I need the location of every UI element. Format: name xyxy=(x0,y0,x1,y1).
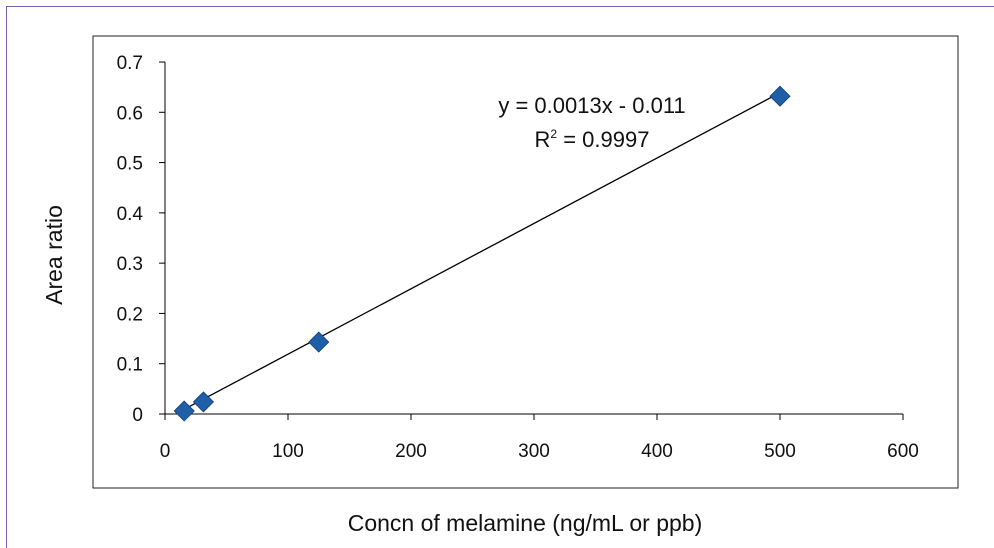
x-ticks: 0 100 200 300 400 500 600 xyxy=(160,414,919,462)
y-tick-label: 0.4 xyxy=(117,204,144,225)
data-point xyxy=(192,391,215,413)
y-tick-label: 0.6 xyxy=(117,103,143,124)
y-tick-label: 0.1 xyxy=(117,355,143,376)
x-tick-label: 300 xyxy=(518,441,550,462)
y-axis-title: Area ratio xyxy=(41,205,67,305)
y-tick-label: 0.2 xyxy=(117,304,143,325)
r-squared-superscript: 2 xyxy=(550,127,557,141)
data-points xyxy=(173,85,791,422)
data-point xyxy=(308,331,330,353)
chart-frame xyxy=(6,6,994,548)
x-tick-label: 600 xyxy=(887,441,919,462)
x-axis-title: Concn of melamine (ng/mL or ppb) xyxy=(348,510,703,536)
chart-area-border xyxy=(92,35,959,489)
y-ticks: 0 0.1 0.2 0.3 0.4 0.5 0.6 0.7 xyxy=(117,53,165,426)
r-squared-prefix: R xyxy=(535,127,551,152)
trendline xyxy=(183,92,781,410)
r-squared-value: = 0.9997 xyxy=(557,127,649,152)
r-squared-label: R2 = 0.9997 xyxy=(535,127,650,152)
x-tick-label: 400 xyxy=(641,441,673,462)
x-tick-label: 200 xyxy=(395,441,427,462)
y-tick-label: 0.3 xyxy=(117,254,143,275)
y-tick-label: 0.5 xyxy=(117,154,143,175)
x-tick-label: 100 xyxy=(272,441,304,462)
data-point xyxy=(173,400,195,422)
x-tick-label: 500 xyxy=(764,441,796,462)
x-tick-label: 0 xyxy=(160,441,171,462)
y-tick-label: 0.7 xyxy=(117,53,143,74)
data-point xyxy=(769,85,791,107)
equation-label: y = 0.0013x - 0.011 xyxy=(498,93,685,118)
y-tick-label: 0 xyxy=(132,405,143,426)
